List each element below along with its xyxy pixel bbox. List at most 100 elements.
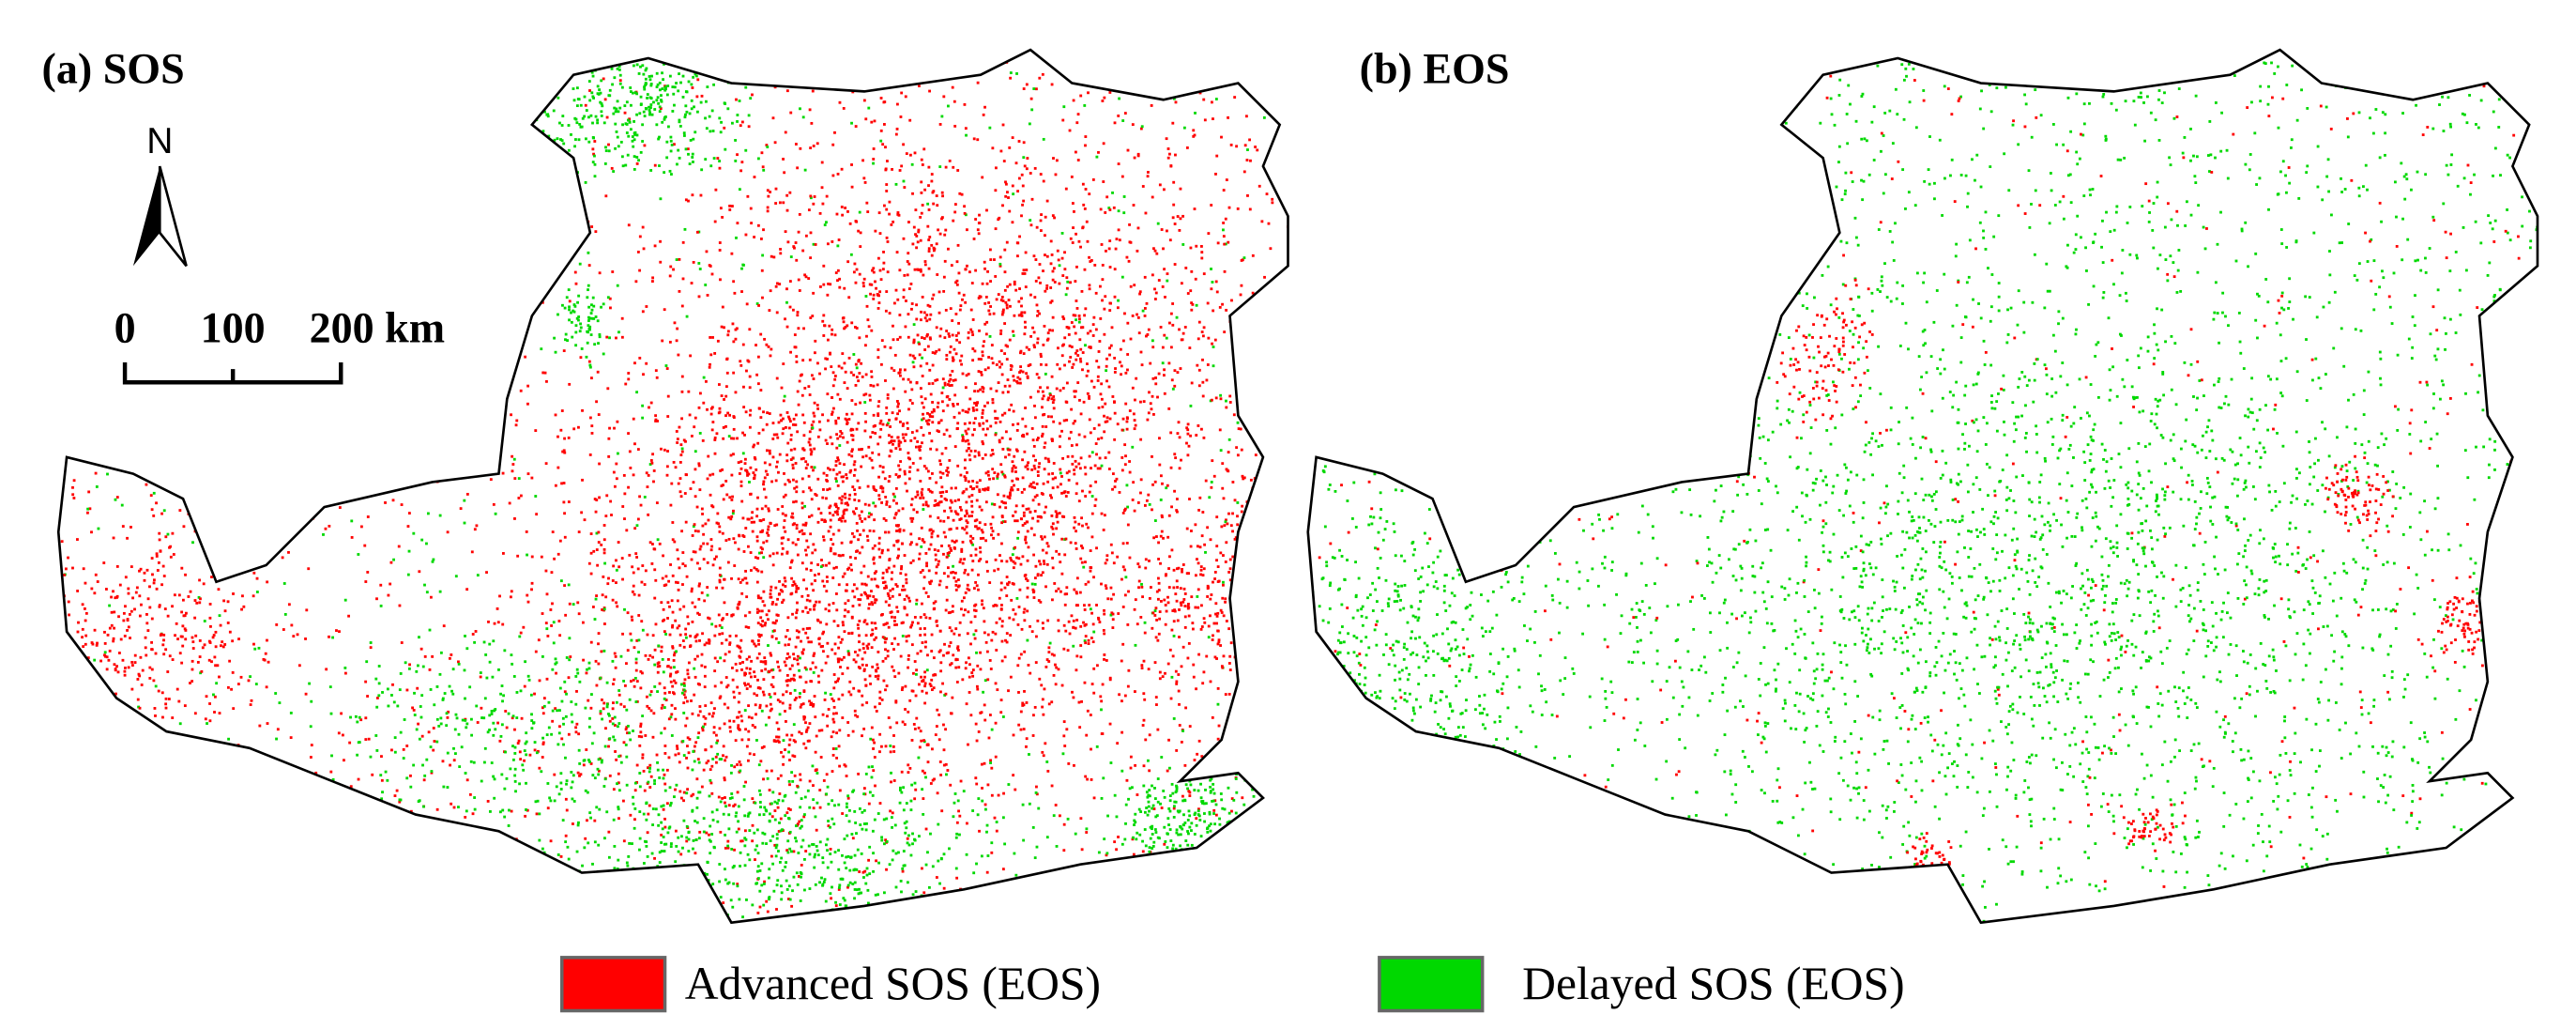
pixel xyxy=(192,321,196,325)
pixel xyxy=(747,125,751,129)
pixel xyxy=(721,632,724,636)
pixel xyxy=(177,593,181,597)
pixel xyxy=(829,525,832,529)
pixel xyxy=(811,89,815,93)
pixel xyxy=(996,493,999,497)
pixel xyxy=(518,869,522,873)
pixel xyxy=(1062,515,1066,518)
pixel xyxy=(591,862,594,866)
pixel xyxy=(935,503,938,507)
pixel xyxy=(282,776,286,779)
pixel xyxy=(424,130,428,133)
pixel xyxy=(918,557,921,561)
pixel xyxy=(367,737,371,741)
pixel xyxy=(1115,477,1119,481)
pixel xyxy=(764,662,768,666)
pixel xyxy=(660,645,663,649)
pixel xyxy=(959,779,963,783)
pixel xyxy=(794,423,798,426)
pixel xyxy=(589,532,593,535)
pixel xyxy=(402,122,405,126)
pixel xyxy=(738,602,741,606)
pixel xyxy=(1003,520,1007,524)
pixel xyxy=(1294,766,1297,769)
pixel xyxy=(605,115,609,119)
pixel xyxy=(1203,118,1207,122)
pixel xyxy=(1085,522,1089,526)
pixel xyxy=(679,683,683,686)
pixel xyxy=(851,438,855,441)
pixel xyxy=(834,914,838,918)
pixel xyxy=(586,819,588,822)
pixel xyxy=(777,665,781,668)
pixel xyxy=(1254,453,1258,457)
pixel xyxy=(948,398,952,401)
pixel xyxy=(1161,59,1165,63)
pixel xyxy=(1050,784,1054,788)
pixel xyxy=(1037,599,1041,602)
pixel xyxy=(495,607,499,610)
pixel xyxy=(835,505,838,509)
pixel xyxy=(1095,155,1099,159)
pixel xyxy=(892,620,896,622)
pixel xyxy=(1137,586,1140,590)
pixel xyxy=(397,902,401,906)
pixel xyxy=(974,525,978,529)
pixel xyxy=(892,439,896,443)
pixel xyxy=(1034,458,1037,462)
pixel xyxy=(875,710,878,713)
pixel xyxy=(1158,670,1162,674)
pixel xyxy=(740,591,744,595)
pixel xyxy=(252,472,255,476)
pixel xyxy=(1091,640,1095,644)
pixel xyxy=(843,286,846,290)
pixel xyxy=(60,883,64,887)
pixel xyxy=(713,656,717,660)
pixel xyxy=(928,368,932,372)
pixel xyxy=(1069,237,1073,240)
pixel xyxy=(665,465,669,468)
pixel xyxy=(755,535,759,539)
pixel xyxy=(894,182,898,186)
pixel xyxy=(872,501,876,505)
pixel xyxy=(935,481,938,484)
pixel xyxy=(1080,699,1084,703)
pixel xyxy=(707,518,710,522)
pixel xyxy=(998,438,1001,442)
pixel xyxy=(1123,694,1127,698)
pixel xyxy=(784,579,787,583)
pixel xyxy=(717,795,721,799)
pixel xyxy=(944,728,947,731)
pixel xyxy=(1231,481,1235,484)
pixel xyxy=(751,639,755,643)
pixel xyxy=(189,464,192,468)
pixel xyxy=(857,538,861,542)
pixel xyxy=(1196,595,1199,598)
pixel xyxy=(761,296,764,299)
pixel xyxy=(927,422,930,426)
pixel xyxy=(695,654,699,658)
pixel xyxy=(983,523,987,527)
pixel xyxy=(902,584,905,588)
pixel xyxy=(471,117,475,121)
pixel xyxy=(251,911,254,914)
pixel xyxy=(922,337,926,340)
pixel xyxy=(1012,514,1014,517)
pixel xyxy=(892,516,896,520)
pixel xyxy=(98,688,101,692)
pixel xyxy=(696,611,700,615)
pixel xyxy=(901,588,904,591)
pixel xyxy=(790,559,794,562)
pixel xyxy=(465,809,468,813)
pixel xyxy=(1225,541,1228,545)
pixel xyxy=(1139,616,1143,619)
pixel xyxy=(827,530,831,533)
pixel xyxy=(310,441,312,444)
pixel xyxy=(981,354,984,358)
pixel xyxy=(592,549,596,553)
pixel xyxy=(761,165,765,169)
pixel xyxy=(309,756,312,759)
pixel xyxy=(719,469,723,472)
pixel xyxy=(903,554,907,557)
pixel xyxy=(977,559,981,562)
